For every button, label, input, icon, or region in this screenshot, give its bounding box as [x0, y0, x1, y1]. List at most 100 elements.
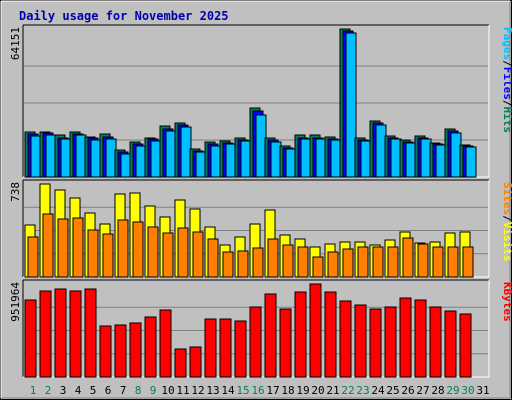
bar-sites-day-17	[267, 238, 279, 278]
bar-kbytes-day-5	[84, 288, 97, 378]
x-tick-label: 4	[75, 384, 82, 397]
bar-kbytes-day-25	[384, 306, 397, 378]
bar-sites-day-26	[402, 237, 414, 278]
x-tick-label: 28	[431, 384, 444, 397]
bar-kbytes-day-9	[144, 316, 157, 378]
x-tick-label: 8	[135, 384, 142, 397]
x-tick-label: 2	[45, 384, 52, 397]
bar-kbytes-day-14	[219, 318, 232, 378]
bar-sites-day-11	[177, 227, 189, 278]
bar-kbytes-day-4	[69, 290, 82, 378]
chart-panels: 64151Pages/Files/Hits738Sites/Visits9519…	[9, 24, 512, 378]
bar-sites-day-9	[147, 226, 159, 278]
bar-sites-day-10	[162, 232, 174, 278]
bar-sites-day-8	[132, 221, 144, 278]
bar-sites-day-13	[207, 238, 219, 278]
bar-kbytes-day-13	[204, 318, 217, 378]
side-legend-item: /	[501, 215, 512, 222]
bar-kbytes-day-8	[129, 322, 142, 378]
x-tick-label: 21	[326, 384, 339, 397]
x-tick-label: 17	[266, 384, 279, 397]
bar-sites-day-6	[102, 233, 114, 278]
bar-kbytes-day-12	[189, 346, 202, 378]
side-legend-item: /	[501, 100, 512, 107]
x-tick-label: 10	[161, 384, 174, 397]
x-tick-label: 25	[386, 384, 399, 397]
bar-sites-day-21	[327, 251, 339, 278]
y-max-label: 738	[9, 182, 22, 202]
bar-kbytes-day-23	[354, 304, 367, 378]
x-tick-label: 26	[401, 384, 414, 397]
bar-sites-day-3	[57, 218, 69, 278]
x-tick-label: 3	[60, 384, 67, 397]
side-legend-item: Files	[501, 67, 512, 100]
bar-sites-day-18	[282, 244, 294, 278]
bar-kbytes-day-20	[309, 283, 322, 378]
bar-sites-day-12	[192, 231, 204, 278]
bar-sites-day-25	[387, 246, 399, 278]
x-tick-label: 23	[356, 384, 369, 397]
bar-kbytes-day-11	[174, 348, 187, 378]
x-axis-labels: 1 2 3 4 5 6 7 8 9 10 11 12 13 14 15 16 17 18 19 20 21 22 23 24 2…	[30, 384, 490, 397]
x-tick-label: 16	[251, 384, 264, 397]
x-tick-label: 6	[105, 384, 112, 397]
bar-kbytes-day-21	[324, 291, 337, 378]
bar-kbytes-day-19	[294, 291, 307, 378]
bar-kbytes-day-22	[339, 300, 352, 378]
x-tick-label: 13	[206, 384, 219, 397]
x-tick-label: 1	[30, 384, 37, 397]
bar-sites-day-24	[372, 246, 384, 278]
bar-kbytes-day-2	[39, 290, 52, 378]
bar-pages-day-22	[345, 32, 357, 178]
y-max-label: 951964	[9, 282, 22, 322]
bar-pages-day-30	[465, 146, 477, 178]
x-tick-label: 22	[341, 384, 354, 397]
bar-sites-day-22	[342, 248, 354, 278]
y-max-label: 64151	[9, 27, 22, 60]
bar-kbytes-day-1	[24, 299, 37, 378]
x-tick-label: 9	[150, 384, 157, 397]
bar-sites-day-19	[297, 246, 309, 278]
bar-kbytes-day-28	[429, 306, 442, 378]
x-tick-label: 20	[311, 384, 324, 397]
x-tick-label: 15	[236, 384, 249, 397]
side-legend-top: Pages/Files/Hits	[501, 27, 512, 133]
bar-sites-day-23	[357, 246, 369, 278]
x-tick-label: 31	[476, 384, 489, 397]
bar-sites-day-4	[72, 217, 84, 278]
x-tick-label: 18	[281, 384, 294, 397]
bar-sites-day-14	[222, 251, 234, 278]
bar-sites-day-28	[432, 246, 444, 278]
bar-kbytes-day-3	[54, 288, 67, 378]
x-tick-label: 24	[371, 384, 385, 397]
side-legend-item: KBytes	[501, 282, 512, 322]
bar-kbytes-day-7	[114, 324, 127, 378]
bar-sites-day-29	[447, 246, 459, 278]
bar-kbytes-day-30	[459, 313, 472, 378]
side-legend-item: Sites	[501, 182, 512, 215]
bar-sites-day-5	[87, 229, 99, 278]
chart-title: Daily usage for November 2025	[19, 9, 229, 23]
bar-kbytes-day-27	[414, 299, 427, 378]
side-legend-item: Visits	[501, 222, 512, 262]
bar-kbytes-day-6	[99, 325, 112, 378]
bar-kbytes-day-24	[369, 308, 382, 378]
x-tick-label: 11	[176, 384, 189, 397]
x-tick-label: 30	[461, 384, 474, 397]
bar-sites-day-15	[237, 250, 249, 278]
bar-kbytes-day-29	[444, 310, 457, 378]
panel-middle: 738 Sites/Visits	[9, 179, 512, 278]
bar-kbytes-day-10	[159, 309, 172, 378]
bar-sites-day-20	[312, 256, 324, 278]
x-tick-label: 14	[221, 384, 235, 397]
bar-kbytes-day-18	[279, 308, 292, 378]
bar-sites-day-7	[117, 219, 129, 278]
x-tick-label: 29	[446, 384, 459, 397]
bar-sites-day-2	[42, 213, 54, 278]
panel-bottom: 951964 KBytes	[9, 279, 512, 378]
x-tick-label: 27	[416, 384, 429, 397]
panel-top: 64151 Pages/Files/Hits	[9, 24, 512, 178]
bar-kbytes-day-15	[234, 320, 247, 378]
side-legend-item: Hits	[501, 107, 512, 134]
